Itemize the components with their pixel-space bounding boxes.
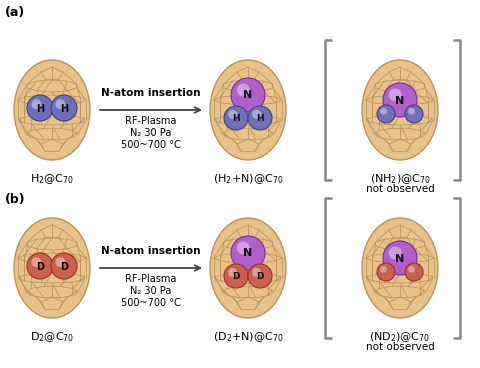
Text: H: H	[256, 114, 264, 123]
Circle shape	[248, 264, 272, 288]
Ellipse shape	[362, 60, 438, 159]
Ellipse shape	[362, 218, 438, 318]
Text: H$_2$@C$_{70}$: H$_2$@C$_{70}$	[30, 172, 74, 186]
Circle shape	[389, 247, 402, 259]
Circle shape	[228, 268, 237, 277]
Text: N: N	[396, 96, 405, 106]
Circle shape	[237, 241, 250, 254]
Circle shape	[27, 253, 53, 279]
Text: RF-Plasma: RF-Plasma	[125, 116, 177, 126]
Text: RF-Plasma: RF-Plasma	[125, 274, 177, 284]
Text: N₂ 30 Pa: N₂ 30 Pa	[130, 286, 172, 296]
Text: H: H	[36, 103, 44, 113]
Circle shape	[231, 236, 265, 270]
Circle shape	[31, 99, 41, 109]
Circle shape	[237, 84, 250, 96]
Text: (NH$_2$)@C$_{70}$: (NH$_2$)@C$_{70}$	[370, 172, 431, 186]
Text: D$_2$@C$_{70}$: D$_2$@C$_{70}$	[30, 330, 74, 344]
Circle shape	[383, 241, 417, 275]
Text: N-atom insertion: N-atom insertion	[101, 246, 201, 256]
Circle shape	[224, 264, 248, 288]
Circle shape	[377, 105, 395, 123]
Ellipse shape	[14, 219, 90, 318]
Ellipse shape	[14, 60, 90, 159]
Circle shape	[377, 263, 395, 281]
Text: D: D	[36, 262, 44, 272]
Circle shape	[231, 78, 265, 112]
Text: N: N	[243, 91, 252, 100]
Text: H: H	[232, 114, 240, 123]
Text: H: H	[60, 103, 68, 113]
Circle shape	[380, 266, 387, 273]
Text: not observed: not observed	[366, 184, 434, 194]
Circle shape	[55, 257, 65, 267]
Text: (a): (a)	[5, 6, 25, 19]
Text: D: D	[60, 262, 68, 272]
Circle shape	[31, 257, 41, 267]
Circle shape	[383, 83, 417, 117]
Text: N-atom insertion: N-atom insertion	[101, 88, 201, 98]
Text: (H$_2$+N)@C$_{70}$: (H$_2$+N)@C$_{70}$	[213, 172, 283, 186]
Circle shape	[228, 110, 237, 119]
Text: N₂ 30 Pa: N₂ 30 Pa	[130, 128, 172, 138]
Circle shape	[252, 110, 261, 119]
Text: (D$_2$+N)@C$_{70}$: (D$_2$+N)@C$_{70}$	[213, 330, 283, 344]
Text: (ND$_2$)@C$_{70}$: (ND$_2$)@C$_{70}$	[370, 330, 431, 344]
Text: 500~700 °C: 500~700 °C	[121, 298, 181, 308]
Text: D: D	[256, 272, 264, 281]
Ellipse shape	[362, 219, 438, 318]
Ellipse shape	[210, 60, 286, 160]
Text: D: D	[232, 272, 240, 281]
Text: 500~700 °C: 500~700 °C	[121, 140, 181, 150]
Circle shape	[405, 105, 423, 123]
Circle shape	[248, 106, 272, 130]
Circle shape	[389, 88, 402, 101]
Ellipse shape	[210, 60, 286, 159]
Circle shape	[27, 95, 53, 121]
Text: N: N	[243, 248, 252, 258]
Text: N: N	[396, 254, 405, 263]
Text: (b): (b)	[5, 193, 25, 206]
Circle shape	[380, 108, 387, 115]
Circle shape	[51, 253, 77, 279]
Ellipse shape	[210, 219, 286, 318]
Circle shape	[51, 95, 77, 121]
Ellipse shape	[14, 218, 90, 318]
Circle shape	[55, 99, 65, 109]
Circle shape	[408, 266, 415, 273]
Circle shape	[405, 263, 423, 281]
Circle shape	[408, 108, 415, 115]
Circle shape	[224, 106, 248, 130]
Ellipse shape	[14, 60, 90, 160]
Text: not observed: not observed	[366, 342, 434, 352]
Ellipse shape	[210, 218, 286, 318]
Ellipse shape	[362, 60, 438, 160]
Circle shape	[252, 268, 261, 277]
